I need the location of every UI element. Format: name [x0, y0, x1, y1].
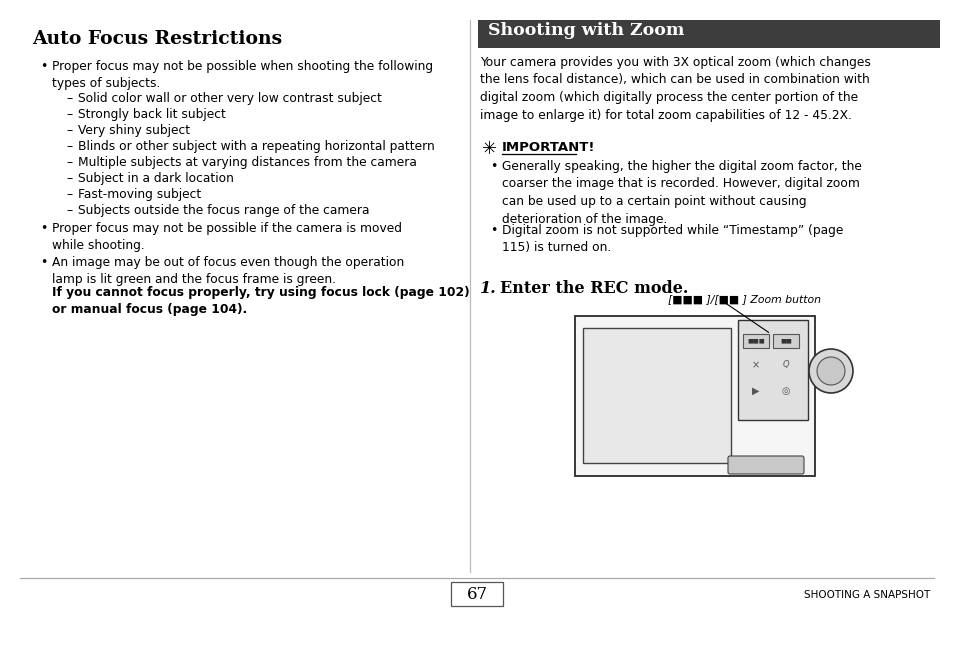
- Text: ×: ×: [751, 360, 760, 370]
- Bar: [582, 328, 730, 463]
- Text: –: –: [66, 172, 72, 185]
- Text: •: •: [490, 160, 497, 173]
- Text: Strongly back lit subject: Strongly back lit subject: [78, 108, 226, 121]
- Bar: [477, 20, 939, 48]
- Text: •: •: [40, 222, 48, 235]
- Text: Subjects outside the focus range of the camera: Subjects outside the focus range of the …: [78, 204, 369, 217]
- Text: An image may be out of focus even though the operation
lamp is lit green and the: An image may be out of focus even though…: [52, 256, 404, 286]
- Text: •: •: [40, 256, 48, 269]
- Text: If you cannot focus properly, try using focus lock (page 102)
or manual focus (p: If you cannot focus properly, try using …: [52, 286, 469, 317]
- Text: Auto Focus Restrictions: Auto Focus Restrictions: [32, 30, 282, 48]
- Text: ▶: ▶: [752, 386, 759, 396]
- Text: Fast-moving subject: Fast-moving subject: [78, 188, 201, 201]
- Text: Shooting with Zoom: Shooting with Zoom: [488, 22, 683, 39]
- Text: Digital zoom is not supported while “Timestamp” (page
115) is turned on.: Digital zoom is not supported while “Tim…: [501, 224, 842, 255]
- Text: –: –: [66, 188, 72, 201]
- Text: –: –: [66, 204, 72, 217]
- Text: ■■: ■■: [780, 338, 791, 343]
- Text: 67: 67: [466, 586, 487, 603]
- Text: Generally speaking, the higher the digital zoom factor, the
coarser the image th: Generally speaking, the higher the digit…: [501, 160, 861, 225]
- Text: –: –: [66, 156, 72, 169]
- Bar: [772, 334, 799, 348]
- Text: [■■■ ]/[■■ ] Zoom button: [■■■ ]/[■■ ] Zoom button: [667, 294, 821, 304]
- Text: –: –: [66, 108, 72, 121]
- Text: •: •: [40, 60, 48, 73]
- Text: ✳: ✳: [481, 140, 497, 158]
- Text: Multiple subjects at varying distances from the camera: Multiple subjects at varying distances f…: [78, 156, 416, 169]
- Bar: [742, 334, 768, 348]
- FancyBboxPatch shape: [727, 456, 803, 474]
- Text: ◎: ◎: [781, 386, 789, 396]
- Text: SHOOTING A SNAPSHOT: SHOOTING A SNAPSHOT: [803, 590, 929, 600]
- Text: Proper focus may not be possible when shooting the following
types of subjects.: Proper focus may not be possible when sh…: [52, 60, 433, 90]
- Text: ■■■: ■■■: [746, 338, 764, 343]
- Bar: [451, 582, 502, 606]
- Text: 1.: 1.: [479, 280, 497, 297]
- Text: –: –: [66, 92, 72, 105]
- Text: IMPORTANT!: IMPORTANT!: [501, 141, 595, 154]
- Text: Blinds or other subject with a repeating horizontal pattern: Blinds or other subject with a repeating…: [78, 140, 435, 153]
- Bar: [575, 316, 814, 476]
- Text: –: –: [66, 140, 72, 153]
- Text: Enter the REC mode.: Enter the REC mode.: [499, 280, 688, 297]
- Text: –: –: [66, 124, 72, 137]
- Text: Q: Q: [781, 360, 788, 369]
- Text: Subject in a dark location: Subject in a dark location: [78, 172, 233, 185]
- Text: Solid color wall or other very low contrast subject: Solid color wall or other very low contr…: [78, 92, 381, 105]
- Circle shape: [816, 357, 844, 385]
- Text: Proper focus may not be possible if the camera is moved
while shooting.: Proper focus may not be possible if the …: [52, 222, 401, 253]
- Text: •: •: [490, 224, 497, 237]
- Bar: [738, 320, 807, 420]
- Circle shape: [808, 349, 852, 393]
- Text: Your camera provides you with 3X optical zoom (which changes
the lens focal dist: Your camera provides you with 3X optical…: [479, 56, 870, 121]
- Text: Very shiny subject: Very shiny subject: [78, 124, 190, 137]
